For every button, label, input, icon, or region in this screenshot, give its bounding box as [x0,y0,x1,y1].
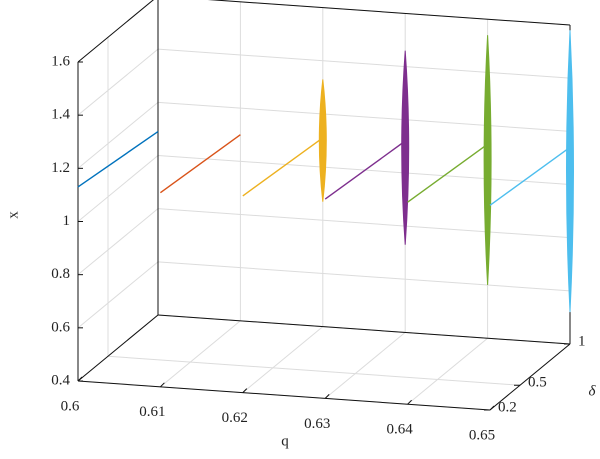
x-axis-label: q [281,433,289,449]
series-line [77,130,159,188]
y-tick-label: 0.2 [498,399,517,415]
bifurcation-spread [318,79,327,202]
x-tick-label: 0.63 [304,416,330,432]
grid-line [207,0,571,26]
tick-mark [407,399,412,405]
z-tick-label: 0.8 [51,266,70,282]
axis-edge [157,314,571,345]
series-line [407,143,489,203]
grid-line [324,332,406,399]
tick-mark [160,382,165,388]
tick-mark [242,388,248,393]
series-line [489,146,571,206]
z-axis-label: x [5,211,21,219]
grid-line [407,337,488,405]
y-axis-label: δ [589,383,597,399]
x-tick-label: 0.61 [139,404,165,420]
grid-line [77,261,159,329]
x-tick-label: 0.65 [469,427,495,443]
grid-line [77,101,159,169]
x-tick-label: 0.62 [222,410,248,426]
grid-line [157,208,571,239]
y-tick-label: 0.5 [528,375,547,391]
axis-edge [489,343,571,411]
tick-mark [324,394,330,399]
grid-line [157,261,571,292]
z-tick-label: 0.6 [51,319,70,335]
grid-line [157,155,571,185]
z-tick-label: 1 [63,213,71,229]
y-tick-label: 1 [578,333,586,349]
tick-mark [489,405,495,411]
z-tick-label: 1.2 [51,160,70,176]
z-tick-label: 0.4 [51,372,70,388]
grid-line [77,155,159,222]
grid-line [77,48,159,116]
bifurcation-spread [483,35,492,286]
tick-mark [77,376,83,382]
axis-edge [77,0,154,63]
grid-line [157,48,571,79]
grid-line [242,326,324,393]
x-tick-label: 0.6 [61,398,80,414]
bifurcation-spread [401,50,410,245]
axis-edge [77,380,491,411]
z-tick-label: 1.6 [51,53,70,69]
series-line [242,137,324,197]
bifurcation-spread [566,30,574,313]
axis-edge [77,314,159,382]
grid-line [157,101,571,132]
grid-line [160,320,241,388]
series-line [324,140,406,200]
series-line [159,134,241,194]
grid-line [107,355,521,386]
grid-line [77,208,159,276]
z-tick-label: 1.4 [51,107,70,123]
x-tick-label: 0.64 [386,422,413,438]
axis-edge [207,0,571,26]
